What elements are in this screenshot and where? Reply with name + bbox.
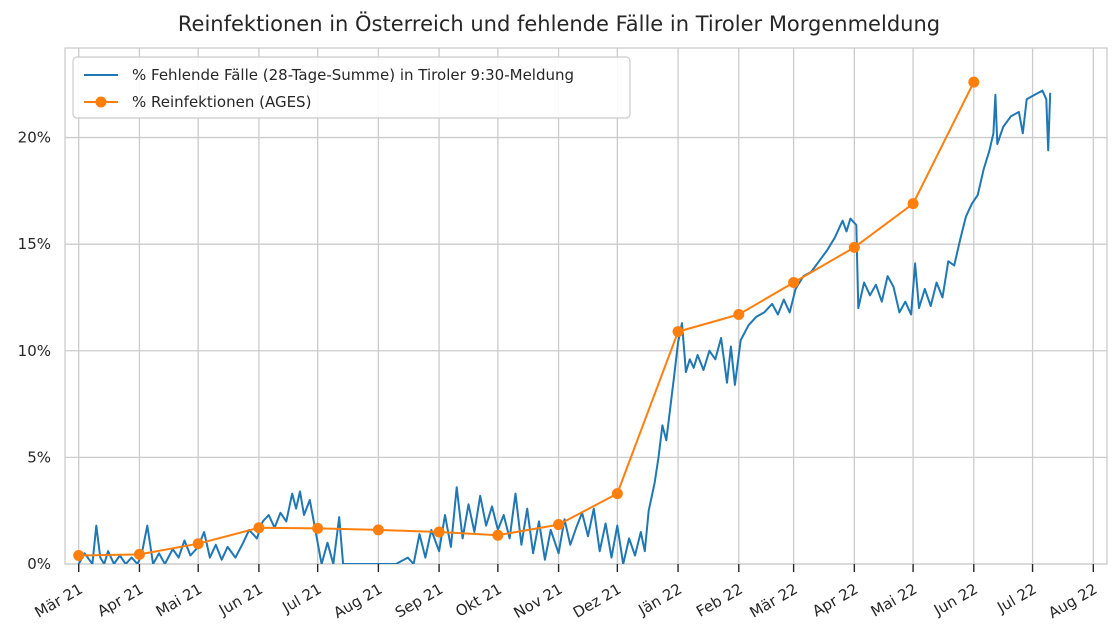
x-tick-label: Apr 22 (809, 580, 861, 620)
series-line (77, 89, 1052, 564)
x-tick-label: Aug 22 (1045, 580, 1100, 622)
x-tick-label: Jun 22 (930, 580, 981, 620)
x-tick-label: Nov 21 (511, 580, 566, 622)
chart-title: Reinfektionen in Österreich und fehlende… (177, 12, 941, 36)
legend-box (72, 56, 631, 119)
x-tick-label: Apr 21 (94, 580, 146, 620)
grid (65, 48, 1107, 565)
x-tick-label: Feb 22 (693, 580, 746, 621)
data-point (372, 524, 384, 536)
data-point (312, 522, 324, 534)
data-point (788, 277, 800, 289)
data-point (553, 519, 565, 531)
x-tick-label: Jun 21 (215, 580, 266, 620)
data-point (968, 76, 980, 88)
legend-label: % Reinfektionen (AGES) (132, 93, 311, 111)
x-tick-label: Okt 21 (452, 580, 505, 621)
data-point (433, 526, 445, 538)
x-tick-label: Mai 21 (153, 580, 205, 621)
x-tick-label: Mär 21 (32, 580, 86, 622)
data-point (848, 241, 860, 253)
x-tick-label: Sep 21 (392, 580, 446, 622)
y-tick-label: 5% (27, 448, 51, 466)
data-point (192, 538, 204, 550)
x-tick-label: Dez 21 (570, 580, 624, 622)
data-point (907, 198, 919, 210)
x-tick-label: Jul 21 (278, 580, 324, 617)
data-point (133, 548, 145, 560)
y-tick-label: 10% (18, 342, 51, 360)
x-tick-label: Mai 22 (868, 580, 920, 621)
data-point (73, 549, 85, 561)
x-tick-label: Jän 22 (635, 580, 686, 620)
data-point (253, 522, 265, 534)
y-tick-label: 0% (27, 555, 51, 573)
x-tick-label: Jul 22 (993, 580, 1039, 617)
legend-marker (95, 96, 107, 108)
y-tick-label: 20% (18, 129, 51, 147)
legend: % Fehlende Fälle (28-Tage-Summe) in Tiro… (72, 56, 631, 119)
data-point (672, 326, 684, 338)
legend-label: % Fehlende Fälle (28-Tage-Summe) in Tiro… (132, 66, 574, 84)
x-tick-label: Aug 21 (330, 580, 385, 622)
data-point (733, 309, 745, 321)
plot-area (64, 47, 1108, 565)
series-line (78, 81, 975, 557)
data-point (611, 488, 623, 500)
x-tick-label: Mär 22 (746, 580, 800, 622)
data-point (492, 529, 504, 541)
series (73, 76, 1052, 564)
y-tick-label: 15% (18, 235, 51, 253)
